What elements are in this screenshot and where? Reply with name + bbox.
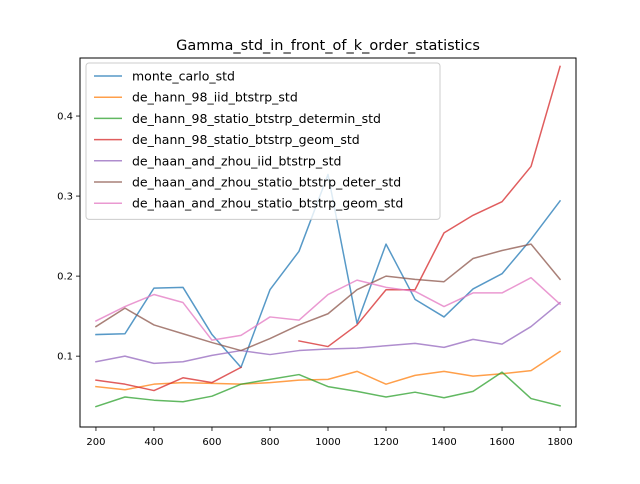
x-tick-label: 1200 (373, 437, 398, 448)
x-axis: 200 400 600 800 1000 1200 1400 1600 1800 (86, 427, 573, 448)
legend-label: de_haan_and_zhou_iid_btstrp_std (132, 153, 341, 168)
series-line-2 (95, 350, 562, 391)
x-tick-label: 1000 (315, 437, 340, 448)
legend-label: monte_carlo_std (132, 69, 235, 84)
x-tick-label: 1400 (431, 437, 456, 448)
x-tick-label: 800 (260, 437, 279, 448)
x-tick-label: 1600 (489, 437, 514, 448)
y-tick-label: 0.2 (57, 272, 73, 283)
y-tick-label: 0.4 (57, 112, 73, 123)
x-tick-label: 200 (86, 437, 105, 448)
chart-title: Gamma_std_in_front_of_k_order_statistics (176, 38, 480, 54)
legend-label: de_haan_and_zhou_statio_btstrp_deter_std (132, 175, 401, 190)
x-tick-label: 1800 (547, 437, 572, 448)
series-line-4 (95, 65, 561, 392)
x-tick-label: 400 (144, 437, 163, 448)
plot-lines (94, 65, 562, 408)
y-axis: 0.1 0.2 0.3 0.4 (57, 112, 80, 363)
legend: monte_carlo_std de_hann_98_iid_btstrp_std… (85, 62, 441, 220)
legend-box (85, 62, 441, 220)
series-line-7 (94, 276, 562, 341)
legend-label: de_hann_98_iid_btstrp_std (132, 90, 298, 105)
x-tick-label: 600 (202, 437, 221, 448)
y-tick-label: 0.3 (57, 192, 73, 203)
legend-label: de_hann_98_statio_btstrp_geom_std (132, 132, 360, 147)
series-line-6 (94, 243, 562, 352)
legend-label: de_hann_98_statio_btstrp_determin_std (132, 111, 381, 126)
y-tick-label: 0.1 (57, 352, 73, 363)
legend-label: de_haan_and_zhou_statio_btstrp_geom_std (132, 196, 403, 211)
series-line-3 (95, 371, 561, 408)
series-line-5 (95, 301, 562, 365)
